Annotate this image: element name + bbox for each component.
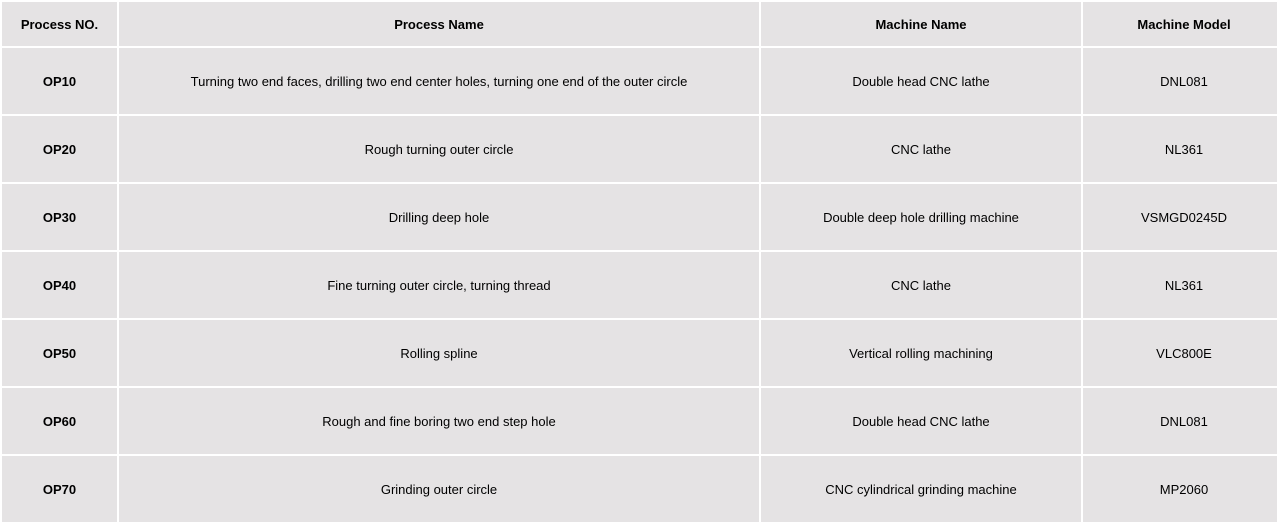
- cell-process-no: OP50: [2, 320, 117, 386]
- cell-process-name: Rolling spline: [119, 320, 759, 386]
- col-header-machine-model: Machine Model: [1083, 2, 1277, 46]
- cell-process-name: Rough turning outer circle: [119, 116, 759, 182]
- table-row: OP40 Fine turning outer circle, turning …: [2, 252, 1277, 318]
- cell-machine-name: Double head CNC lathe: [761, 48, 1081, 114]
- col-header-process-name: Process Name: [119, 2, 759, 46]
- cell-machine-model: NL361: [1083, 116, 1277, 182]
- cell-machine-model: DNL081: [1083, 388, 1277, 454]
- cell-process-no: OP40: [2, 252, 117, 318]
- table-row: OP30 Drilling deep hole Double deep hole…: [2, 184, 1277, 250]
- cell-process-name: Drilling deep hole: [119, 184, 759, 250]
- table-row: OP70 Grinding outer circle CNC cylindric…: [2, 456, 1277, 522]
- cell-machine-model: VSMGD0245D: [1083, 184, 1277, 250]
- cell-machine-name: CNC cylindrical grinding machine: [761, 456, 1081, 522]
- cell-machine-model: MP2060: [1083, 456, 1277, 522]
- col-header-machine-name: Machine Name: [761, 2, 1081, 46]
- cell-process-no: OP10: [2, 48, 117, 114]
- cell-machine-name: CNC lathe: [761, 116, 1081, 182]
- cell-process-no: OP70: [2, 456, 117, 522]
- table-row: OP50 Rolling spline Vertical rolling mac…: [2, 320, 1277, 386]
- cell-machine-model: VLC800E: [1083, 320, 1277, 386]
- table-row: OP10 Turning two end faces, drilling two…: [2, 48, 1277, 114]
- cell-process-no: OP30: [2, 184, 117, 250]
- process-table: Process NO. Process Name Machine Name Ma…: [0, 0, 1277, 524]
- cell-process-no: OP20: [2, 116, 117, 182]
- cell-process-no: OP60: [2, 388, 117, 454]
- cell-process-name: Fine turning outer circle, turning threa…: [119, 252, 759, 318]
- cell-process-name: Rough and fine boring two end step hole: [119, 388, 759, 454]
- cell-machine-name: Double head CNC lathe: [761, 388, 1081, 454]
- table-row: OP20 Rough turning outer circle CNC lath…: [2, 116, 1277, 182]
- cell-machine-name: Vertical rolling machining: [761, 320, 1081, 386]
- cell-process-name: Grinding outer circle: [119, 456, 759, 522]
- table-header-row: Process NO. Process Name Machine Name Ma…: [2, 2, 1277, 46]
- col-header-process-no: Process NO.: [2, 2, 117, 46]
- cell-machine-model: NL361: [1083, 252, 1277, 318]
- cell-machine-name: Double deep hole drilling machine: [761, 184, 1081, 250]
- table-row: OP60 Rough and fine boring two end step …: [2, 388, 1277, 454]
- cell-machine-model: DNL081: [1083, 48, 1277, 114]
- cell-process-name: Turning two end faces, drilling two end …: [119, 48, 759, 114]
- cell-machine-name: CNC lathe: [761, 252, 1081, 318]
